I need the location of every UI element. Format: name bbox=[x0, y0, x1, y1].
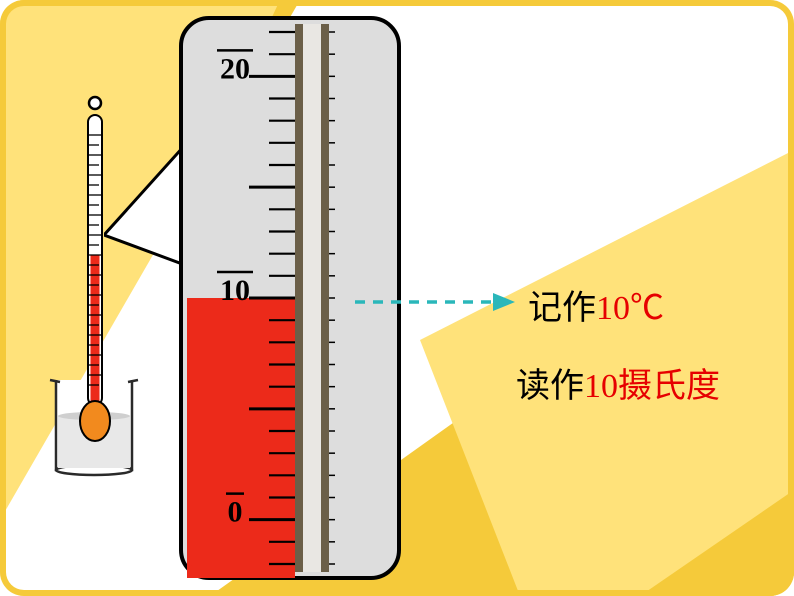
notation-line: 记作10℃ bbox=[528, 280, 664, 329]
svg-text:20: 20 bbox=[220, 52, 250, 85]
stage: 20 10 0 记作10℃ 读作10摄氏度 bbox=[0, 0, 794, 596]
reading-pre: 读作 bbox=[516, 368, 584, 405]
notation-pre: 记作 bbox=[528, 290, 596, 327]
svg-text:10: 10 bbox=[220, 274, 250, 307]
small-thermometer bbox=[60, 95, 130, 495]
reading-line: 读作10摄氏度 bbox=[516, 358, 720, 407]
reading-red: 10摄氏度 bbox=[584, 368, 720, 405]
svg-text:0: 0 bbox=[228, 496, 243, 529]
indicator-arrow bbox=[355, 290, 515, 314]
notation-red: 10℃ bbox=[596, 290, 664, 327]
